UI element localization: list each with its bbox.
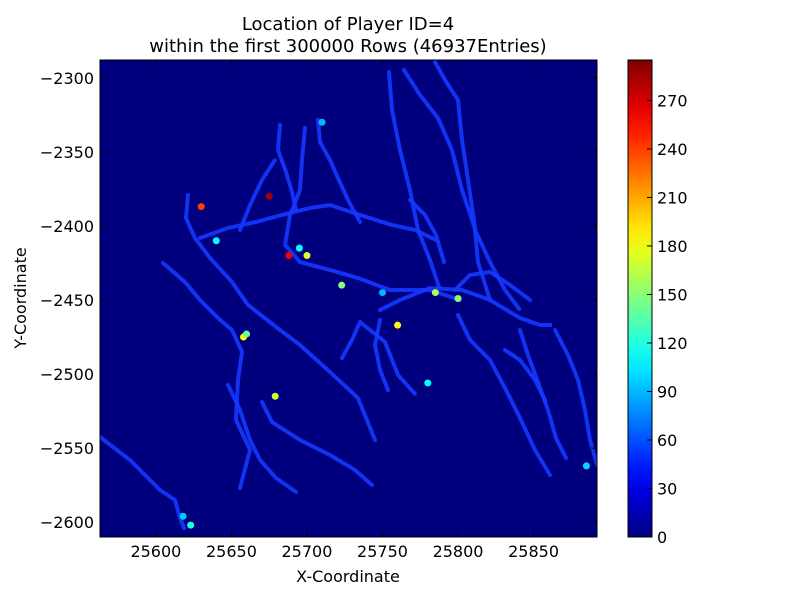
y-tick-label: −2600 [40, 513, 94, 532]
hotspot-bin [338, 281, 346, 289]
hotspot-bin [179, 512, 187, 520]
colorbar-tick-label: 120 [657, 334, 688, 353]
hotspot-bin [431, 289, 439, 297]
hotspot-bin [271, 392, 279, 400]
hotspot-bin [454, 295, 462, 302]
trajectory-trail [276, 123, 298, 212]
hotspot-bin [243, 330, 251, 338]
trajectory-trails [100, 60, 597, 532]
hotspot-bin [285, 252, 293, 260]
plot-frame [99, 59, 598, 538]
hotspot-bin [187, 521, 195, 529]
colorbar-gradient [627, 59, 653, 538]
x-axis-label: X-Coordinate [296, 567, 400, 586]
trajectory-trail [378, 286, 554, 327]
trajectory-trail [316, 118, 362, 224]
hotspot-bin [303, 252, 311, 260]
y-tick-label: −2300 [40, 69, 94, 88]
hotspot-bin [265, 192, 273, 200]
x-tick-label: 25800 [433, 542, 484, 561]
trajectory-trail [408, 198, 446, 264]
trajectory-trail [503, 348, 547, 402]
trajectory-trail [161, 261, 252, 490]
hotspot-bin [318, 118, 326, 126]
trajectory-trail [184, 193, 377, 442]
colorbar-tick-label: 210 [657, 188, 688, 207]
trajectory-trail [433, 60, 492, 302]
y-tick-label: −2350 [40, 143, 94, 162]
hotspot-bin [582, 462, 590, 470]
trajectory-trail [456, 313, 552, 477]
trajectory-trail [387, 70, 442, 292]
x-tick-label: 25700 [282, 542, 333, 561]
hotspots [179, 118, 590, 529]
colorbar: 0 30 60 90 120 150 180 210 240 270 [627, 59, 688, 547]
chart-title: Location of Player ID=4 [242, 14, 454, 35]
heatmap-background [100, 60, 597, 537]
trajectory-trail [100, 435, 187, 532]
trajectory-trail [453, 270, 532, 302]
chart-subtitle: within the first 300000 Rows (46937Entri… [149, 36, 546, 57]
colorbar-tick-label: 270 [657, 91, 688, 110]
trajectory-trail [373, 318, 390, 392]
x-tick-label: 25850 [508, 542, 559, 561]
y-tick-label: −2400 [40, 217, 94, 236]
x-tick-label: 25650 [206, 542, 257, 561]
y-tick-label: −2500 [40, 365, 94, 384]
hotspot-bin [197, 203, 205, 211]
hotspot-bin [212, 237, 220, 245]
colorbar-tick-label: 180 [657, 237, 688, 256]
hotspot-bin [378, 289, 386, 297]
y-tick-label: −2550 [40, 439, 94, 458]
plot-area: 25600 25650 25700 25750 25800 25850 −2300 −2350… [40, 59, 598, 561]
hotspot-bin [394, 321, 402, 329]
colorbar-tick-label: 240 [657, 140, 688, 159]
colorbar-tick-label: 150 [657, 285, 688, 304]
trajectory-trail [340, 320, 418, 397]
y-tick-label: −2450 [40, 291, 94, 310]
colorbar-tick-label: 30 [657, 479, 677, 498]
y-axis-label: Y-Coordinate [11, 247, 30, 349]
x-tick-label: 25750 [357, 542, 408, 561]
hotspot-bin [424, 379, 432, 387]
x-tick-label: 25600 [130, 542, 181, 561]
trajectory-trail [226, 383, 298, 494]
trajectory-trail [553, 328, 597, 467]
colorbar-tick-label: 0 [657, 528, 667, 547]
trajectory-trail [283, 126, 462, 302]
trajectory-trail [238, 158, 277, 232]
colorbar-tick-label: 60 [657, 431, 677, 450]
hotspot-bin [295, 244, 303, 252]
colorbar-tick-label: 90 [657, 382, 677, 401]
trajectory-trail [260, 400, 374, 487]
